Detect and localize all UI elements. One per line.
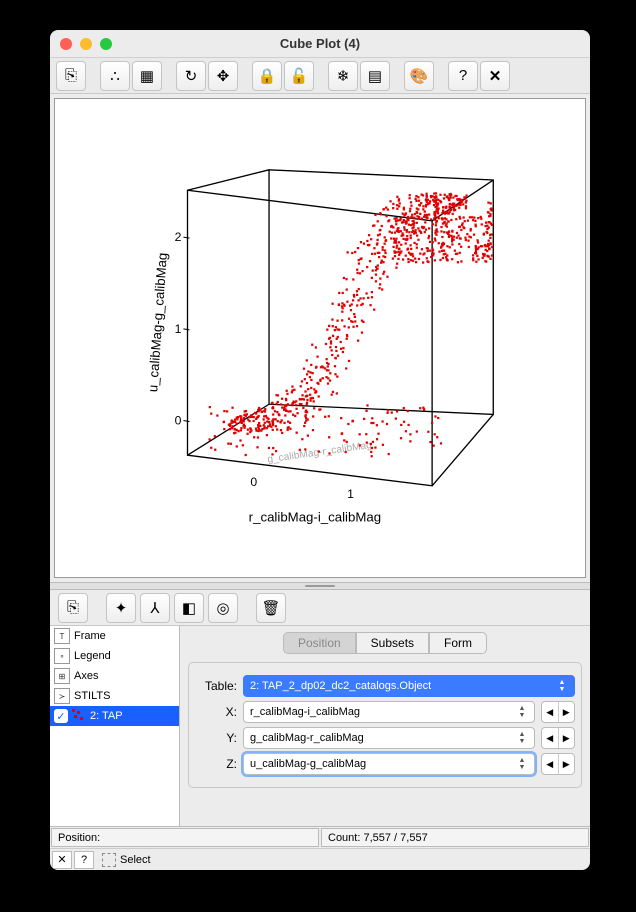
maximize-icon[interactable] (100, 38, 112, 50)
replot-button[interactable]: ∴ (100, 61, 130, 91)
rescale-button[interactable]: ↻ (176, 61, 206, 91)
titlebar: Cube Plot (4) (50, 30, 590, 58)
chevron-right-icon[interactable]: ▶ (559, 728, 575, 748)
split-divider[interactable] (50, 582, 590, 590)
axes-button[interactable]: ▤ (360, 61, 390, 91)
x-label: X: (195, 705, 237, 719)
sketch-button[interactable]: ❄ (328, 61, 358, 91)
layer-tree: TFrame ∘Legend ⊞Axes ≻STILTS ✓ 2: TAP (50, 626, 180, 826)
legend-icon: ∘ (54, 648, 70, 664)
z-stepper[interactable]: ◀▶ (541, 753, 575, 775)
z-select[interactable]: u_calibMag-g_calibMag▲▼ (243, 753, 535, 775)
chevron-updown-icon: ▲▼ (516, 705, 528, 719)
table-select[interactable]: 2: TAP_2_dp02_dc2_catalogs.Object ▲▼ (243, 675, 575, 697)
z-label: Z: (195, 757, 237, 771)
x-select[interactable]: r_calibMag-i_calibMag▲▼ (243, 701, 535, 723)
cube-plot: 0 1 2 0 1 r_calibMag-i_calibMag u_calibM… (55, 99, 585, 577)
lock-button[interactable]: 🔒 (252, 61, 282, 91)
x-stepper[interactable]: ◀▶ (541, 701, 575, 723)
frame-icon: T (54, 628, 70, 644)
trash-button[interactable]: 🗑 (256, 593, 286, 623)
x-tick-0: 0 (250, 475, 257, 489)
app-window: Cube Plot (4) ⎘ ∴ ▦ ↻ ✥ 🔒 🔓 ❄ ▤ 🎨 ? ✕ (50, 30, 590, 870)
chevron-left-icon[interactable]: ◀ (542, 754, 559, 774)
control-toolbar: ⎘ ✦ ⅄ ◧ ◎ 🗑 (50, 590, 590, 626)
dismiss-button[interactable]: ✕ (52, 851, 72, 869)
help2-button[interactable]: ? (74, 851, 94, 869)
table-label: Table: (195, 679, 237, 693)
help-button[interactable]: ? (448, 61, 478, 91)
traffic-lights (60, 38, 112, 50)
stilts-icon: ≻ (54, 688, 70, 704)
tree-layer-tap[interactable]: ✓ 2: TAP (50, 706, 179, 726)
plot-area[interactable]: 0 1 2 0 1 r_calibMag-i_calibMag u_calibM… (54, 98, 586, 578)
position-fieldset: Table: 2: TAP_2_dp02_dc2_catalogs.Object… (188, 662, 582, 788)
tree-legend[interactable]: ∘Legend (50, 646, 179, 666)
tab-position[interactable]: Position (283, 632, 356, 654)
tree-stilts[interactable]: ≻STILTS (50, 686, 179, 706)
export-button[interactable]: ⎘ (56, 61, 86, 91)
x-tick-1: 1 (347, 487, 354, 501)
close-icon[interactable] (60, 38, 72, 50)
z-tick-1: 1 (175, 322, 182, 336)
minimize-icon[interactable] (80, 38, 92, 50)
remove-button[interactable]: ◧ (174, 593, 204, 623)
status-position: Position: (51, 828, 319, 847)
addlayer-button[interactable]: ✦ (106, 593, 136, 623)
chevron-updown-icon: ▲▼ (516, 731, 528, 745)
status-count: Count: 7,557 / 7,557 (321, 828, 589, 847)
z-tick-2: 2 (175, 230, 182, 244)
y-select[interactable]: g_calibMag-r_calibMag▲▼ (243, 727, 535, 749)
axes-icon: ⊞ (54, 668, 70, 684)
control-panel: ⎘ ✦ ⅄ ◧ ◎ 🗑 TFrame ∘Legend ⊞Axes ≻STILTS… (50, 590, 590, 870)
close-button[interactable]: ✕ (480, 61, 510, 91)
sphere-button[interactable]: ◎ (208, 593, 238, 623)
chevron-right-icon[interactable]: ▶ (559, 702, 575, 722)
addpair-button[interactable]: ⅄ (140, 593, 170, 623)
form-area: Position Subsets Form Table: 2: TAP_2_dp… (180, 626, 590, 826)
tree-axes[interactable]: ⊞Axes (50, 666, 179, 686)
tab-subsets[interactable]: Subsets (356, 632, 429, 654)
tab-form[interactable]: Form (429, 632, 487, 654)
tree-frame[interactable]: TFrame (50, 626, 179, 646)
chevron-updown-icon: ▲▼ (516, 757, 528, 771)
z-tick-0: 0 (175, 414, 182, 428)
drag-button[interactable]: ✥ (208, 61, 238, 91)
tabs: Position Subsets Form (188, 632, 582, 654)
y-label: Y: (195, 731, 237, 745)
main-toolbar: ⎘ ∴ ▦ ↻ ✥ 🔒 🔓 ❄ ▤ 🎨 ? ✕ (50, 58, 590, 94)
bottom-bar: ✕ ? Select (50, 848, 590, 870)
chevron-updown-icon: ▲▼ (556, 679, 568, 693)
import-button[interactable]: ⎘ (58, 593, 88, 623)
select-tool[interactable]: Select (102, 853, 151, 867)
x-axis-label: r_calibMag-i_calibMag (249, 509, 381, 524)
status-bar: Position: Count: 7,557 / 7,557 (50, 826, 590, 848)
z-axis-label: u_calibMag-g_calibMag (145, 252, 170, 392)
chevron-left-icon[interactable]: ◀ (542, 728, 559, 748)
layer-checkbox-icon[interactable]: ✓ (54, 709, 68, 723)
window-title: Cube Plot (4) (50, 36, 590, 51)
y-axis-label: g_calibMag-r_calibMag (267, 440, 373, 466)
unlock-button[interactable]: 🔓 (284, 61, 314, 91)
chevron-left-icon[interactable]: ◀ (542, 702, 559, 722)
chevron-right-icon[interactable]: ▶ (559, 754, 575, 774)
select-icon (102, 853, 116, 867)
y-stepper[interactable]: ◀▶ (541, 727, 575, 749)
color-button[interactable]: 🎨 (404, 61, 434, 91)
grid-button[interactable]: ▦ (132, 61, 162, 91)
layer-swatch-icon (72, 709, 86, 723)
scatter-series (208, 192, 493, 457)
